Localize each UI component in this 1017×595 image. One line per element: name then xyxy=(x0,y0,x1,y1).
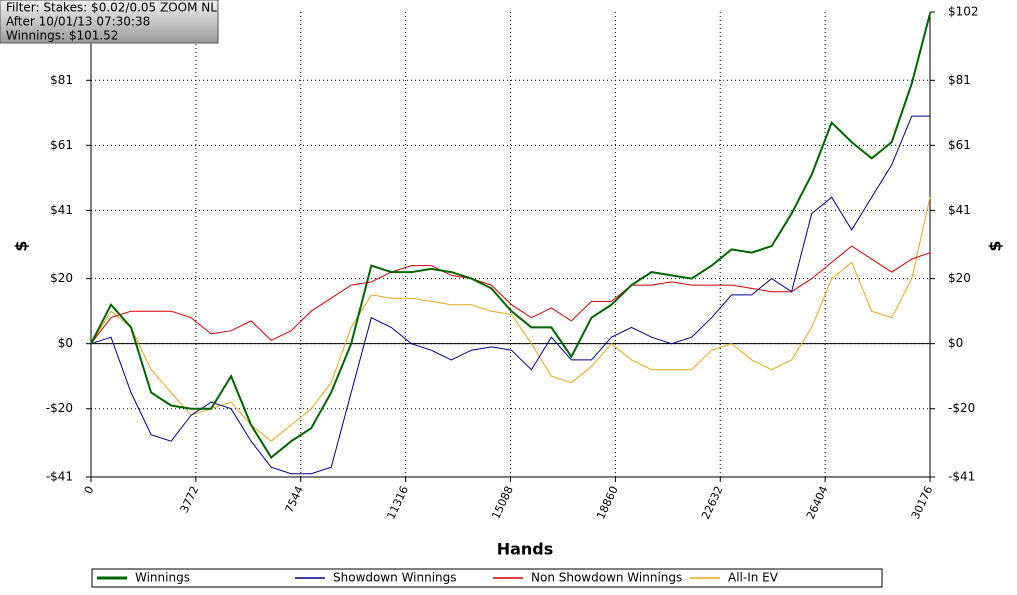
series-line xyxy=(90,13,931,459)
y2-tick-label: $20 xyxy=(948,271,971,285)
filter-text: Filter: Stakes: $0.02/0.05 ZOOM NL xyxy=(6,1,217,15)
filter-text: Winnings: $101.52 xyxy=(6,29,118,43)
x-axis-label: Hands xyxy=(497,540,554,559)
y2-axis-label: $ xyxy=(986,240,1005,251)
y-tick-label: -$20 xyxy=(46,401,73,415)
y2-tick-label: $102 xyxy=(948,5,979,19)
y-tick-label: $0 xyxy=(58,336,73,350)
legend-label: Non Showdown Winnings xyxy=(531,571,682,585)
y-axis-label: $ xyxy=(12,240,31,251)
filter-text: After 10/01/13 07:30:38 xyxy=(6,15,150,29)
series-line xyxy=(90,197,931,442)
y2-tick-label: -$20 xyxy=(948,401,975,415)
y2-tick-label: $41 xyxy=(948,203,971,217)
series-line xyxy=(90,115,930,475)
filter-box xyxy=(0,0,219,44)
legend xyxy=(91,568,883,588)
y-tick-label: -$41 xyxy=(46,470,73,484)
x-tick-label: 0 xyxy=(82,484,97,496)
legend-label: All-In EV xyxy=(728,571,779,585)
y2-tick-label: $0 xyxy=(948,336,963,350)
y-tick-label: $20 xyxy=(50,271,73,285)
y2-tick-label: $81 xyxy=(948,73,971,87)
y-tick-label: $61 xyxy=(50,138,73,152)
y2-tick-label: $61 xyxy=(948,138,971,152)
y2-tick-label: -$41 xyxy=(948,470,975,484)
legend-label: Winnings xyxy=(135,571,190,585)
y-tick-label: $41 xyxy=(50,203,73,217)
y-tick-label: $81 xyxy=(50,73,73,87)
legend-label: Showdown Winnings xyxy=(333,571,457,585)
